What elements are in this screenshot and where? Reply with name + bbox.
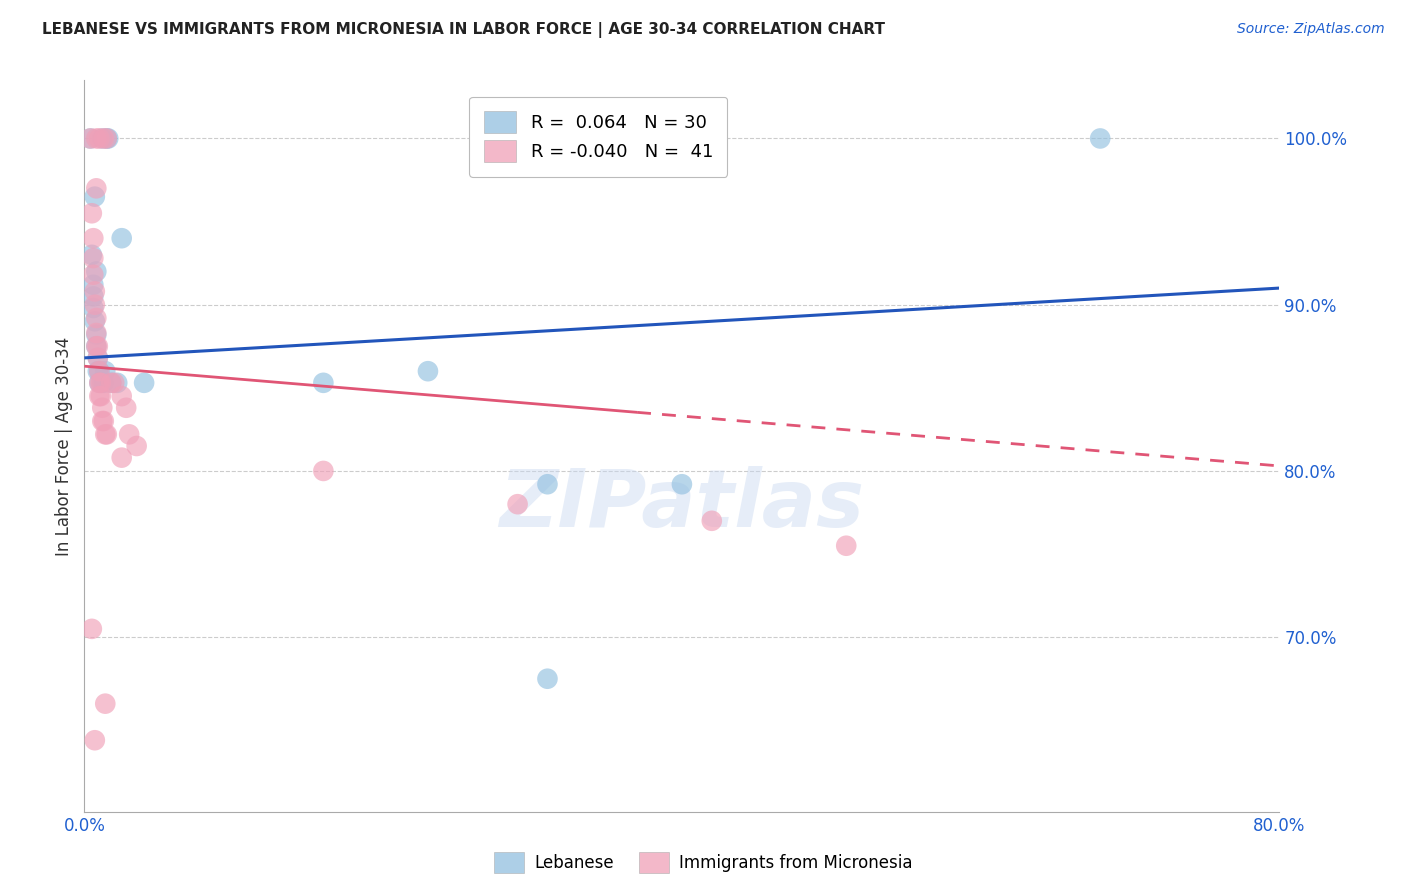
Point [89,376,111,390]
Point [86,339,108,353]
Point [82,301,104,315]
Point [536,672,558,686]
Point [86,339,108,353]
Point [82,289,104,303]
Point [96,427,118,442]
Point [111,389,134,403]
Text: LEBANESE VS IMMIGRANTS FROM MICRONESIA IN LABOR FORCE | AGE 30-34 CORRELATION CH: LEBANESE VS IMMIGRANTS FROM MICRONESIA I… [42,22,886,38]
Point [111,450,134,465]
Point [79,131,101,145]
Point [82,277,104,292]
Point [94,427,117,442]
Point [86,131,108,145]
Point [89,376,111,390]
Point [1090,131,1112,145]
Point [125,439,148,453]
Point [536,477,558,491]
Point [96,131,118,145]
Point [82,231,104,245]
Point [118,427,141,442]
Point [93,131,115,145]
Legend: R =  0.064   N = 30, R = -0.040   N =  41: R = 0.064 N = 30, R = -0.040 N = 41 [470,96,727,177]
Point [80,622,103,636]
Point [835,539,858,553]
Point [86,326,108,340]
Point [89,364,111,378]
Point [96,131,118,145]
Point [90,376,112,390]
Point [91,376,114,390]
Point [82,251,104,265]
Point [100,376,122,390]
Point [87,351,110,365]
Text: Source: ZipAtlas.com: Source: ZipAtlas.com [1237,22,1385,37]
Point [86,181,108,195]
Point [97,131,120,145]
Point [80,206,103,220]
Point [94,364,117,378]
Point [111,231,134,245]
Point [700,514,723,528]
Point [312,464,335,478]
Point [671,477,693,491]
Text: ZIPatlas: ZIPatlas [499,466,865,543]
Point [94,697,117,711]
Point [86,327,108,342]
Point [93,376,115,390]
Point [91,414,114,428]
Point [87,351,110,365]
Y-axis label: In Labor Force | Age 30-34: In Labor Force | Age 30-34 [55,336,73,556]
Point [86,310,108,325]
Point [83,314,105,328]
Point [90,389,112,403]
Point [83,298,105,312]
Point [115,401,138,415]
Point [312,376,335,390]
Point [91,401,114,415]
Point [83,189,105,203]
Point [506,497,529,511]
Point [83,733,105,747]
Point [91,131,114,145]
Point [416,364,439,378]
Point [87,339,110,353]
Legend: Lebanese, Immigrants from Micronesia: Lebanese, Immigrants from Micronesia [488,846,918,880]
Point [89,389,111,403]
Point [89,364,111,378]
Point [103,376,125,390]
Point [82,268,104,282]
Point [80,248,103,262]
Point [89,131,111,145]
Point [93,414,115,428]
Point [86,264,108,278]
Point [83,285,105,299]
Point [132,376,156,390]
Point [79,131,101,145]
Point [105,376,128,390]
Point [87,364,110,378]
Point [100,376,122,390]
